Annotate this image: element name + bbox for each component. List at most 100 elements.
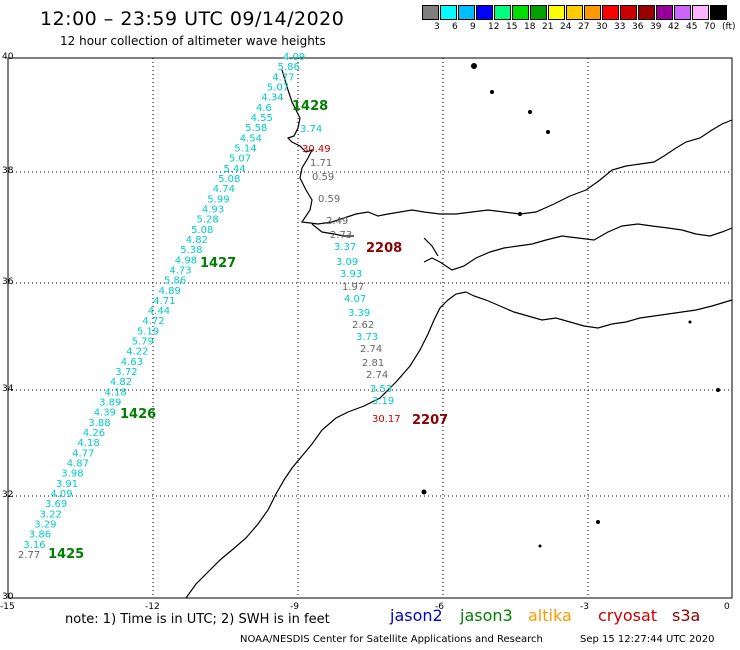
scale-swatch: [656, 5, 673, 20]
wave-height-value: 5.58: [245, 123, 267, 134]
longitude-label: 0: [724, 602, 730, 612]
scale-swatch: [638, 5, 655, 20]
scale-label: 15: [506, 22, 518, 32]
wave-height-value: 2.81: [362, 358, 384, 369]
wave-height-value: 4.72: [142, 316, 164, 327]
scale-swatch: [548, 5, 565, 20]
wave-height-value: 4.63: [121, 357, 143, 368]
wave-height-value: 4.09: [50, 489, 72, 500]
wave-height-value: 4.77: [272, 72, 294, 83]
legend-item-jason3: jason3: [460, 606, 513, 625]
islands: [421, 63, 720, 548]
wave-height-value: 4.18: [105, 387, 127, 398]
map-subtitle: 12 hour collection of altimeter wave hei…: [60, 34, 326, 48]
wave-height-value: 3.09: [336, 257, 358, 268]
wave-height-value: 4.55: [251, 113, 273, 124]
wave-height-value: 5.19: [137, 326, 159, 337]
wave-height-value: 5.44: [224, 164, 246, 175]
wave-height-value: 4.34: [261, 93, 283, 104]
wave-height-value: 3.86: [29, 530, 51, 541]
color-scale-labels: 3 6 9 12 15 18 21 24 27 30 33 36 39 42 45 70 (ft): [422, 20, 736, 34]
footnote: note: 1) Time is in UTC; 2) SWH is in fe…: [65, 612, 330, 627]
wave-height-value: 5.07: [267, 83, 289, 94]
scale-label: 45: [686, 22, 698, 32]
latitude-label: 40: [2, 52, 14, 62]
scale-swatch: [494, 5, 511, 20]
scale-swatch: [602, 5, 619, 20]
longitude-label: -6: [435, 602, 444, 612]
wave-height-value: 5.14: [234, 144, 256, 155]
wave-height-value: 3.29: [34, 520, 56, 531]
wave-height-value: 30.49: [302, 144, 331, 155]
scale-swatch: [692, 5, 709, 20]
wave-height-value: 3.88: [88, 418, 110, 429]
wave-height-value: 4.89: [159, 286, 181, 297]
wave-height-value: 4.82: [110, 377, 132, 388]
wave-height-value: 4.39: [94, 408, 116, 419]
scale-swatch: [674, 5, 691, 20]
wave-height-value: 4.93: [202, 204, 224, 215]
wave-height-values: 4.095.864.775.074.344.64.555.584.545.145…: [18, 52, 448, 562]
wave-height-value: 5.08: [191, 225, 213, 236]
wave-height-value: 4.73: [169, 265, 191, 276]
wave-height-value: 3.89: [99, 398, 121, 409]
wave-height-value: 2.73: [330, 230, 352, 241]
wave-height-value: 1.97: [342, 282, 364, 293]
wave-height-value: 3.53: [370, 384, 392, 395]
wave-height-value: 0.59: [312, 172, 334, 183]
wave-height-value: 5.86: [164, 276, 186, 287]
wave-height-value: 4.87: [67, 459, 89, 470]
wave-height-value: 3.19: [372, 396, 394, 407]
legend-item-jason2: jason2: [390, 606, 443, 625]
scale-swatch: [566, 5, 583, 20]
wave-height-value: 4.6: [256, 103, 272, 114]
wave-height-value: 5.08: [218, 174, 240, 185]
timestamp-text: Sep 15 12:27:44 UTC 2020: [580, 634, 715, 645]
scale-label: 6: [452, 22, 458, 32]
wave-height-value: 5.07: [229, 154, 251, 165]
coastline: [185, 69, 733, 599]
wave-height-value: 5.38: [180, 245, 202, 256]
legend-item-cryosat: cryosat: [598, 606, 658, 625]
scale-swatch: [620, 5, 637, 20]
scale-label: 21: [542, 22, 554, 32]
wave-height-value: 5.99: [207, 194, 229, 205]
scale-label: 24: [560, 22, 572, 32]
scale-swatch: [458, 5, 475, 20]
latitude-label: 32: [2, 490, 14, 500]
longitude-label: -9: [290, 602, 299, 612]
wave-height-value: 3.91: [56, 479, 78, 490]
wave-height-value: 0.59: [318, 194, 340, 205]
scale-swatch: [476, 5, 493, 20]
wave-height-value: 4.74: [213, 184, 235, 195]
latitude-label: 38: [2, 166, 14, 176]
pass-label: 1425: [48, 547, 84, 562]
scale-swatch: [710, 5, 727, 20]
wave-height-value: 3.16: [23, 540, 45, 551]
wave-height-value: 4.09: [283, 52, 305, 63]
wave-height-value: 3.98: [61, 469, 83, 480]
scale-label: 12: [488, 22, 500, 32]
credit-text: NOAA/NESDIS Center for Satellite Applica…: [240, 634, 543, 645]
map-gridlines: [8, 58, 732, 598]
longitude-label: -3: [580, 602, 589, 612]
wave-height-value: 4.44: [148, 306, 170, 317]
map-title: 12:00 – 23:59 UTC 09/14/2020: [40, 8, 345, 30]
wave-height-value: 2.77: [18, 550, 40, 561]
legend-item-altika: altika: [528, 606, 572, 625]
wave-height-value: 1.71: [310, 158, 332, 169]
pass-label: 1428: [292, 99, 328, 114]
scale-label: 18: [524, 22, 536, 32]
wave-height-value: 3.39: [348, 308, 370, 319]
scale-label: 36: [632, 22, 644, 32]
pass-label: 1427: [200, 256, 236, 271]
wave-height-value: 2.62: [352, 320, 374, 331]
color-scale: 3 6 9 12 15 18 21 24 27 30 33 36 39 42 45 70 (ft): [422, 5, 736, 34]
scale-label: 30: [596, 22, 608, 32]
scale-swatch: [422, 5, 439, 20]
scale-label: 70: [704, 22, 716, 32]
wave-height-value: 5.79: [132, 337, 154, 348]
wave-height-value: 3.73: [356, 332, 378, 343]
scale-swatch: [512, 5, 529, 20]
wave-height-value: 4.54: [240, 133, 262, 144]
